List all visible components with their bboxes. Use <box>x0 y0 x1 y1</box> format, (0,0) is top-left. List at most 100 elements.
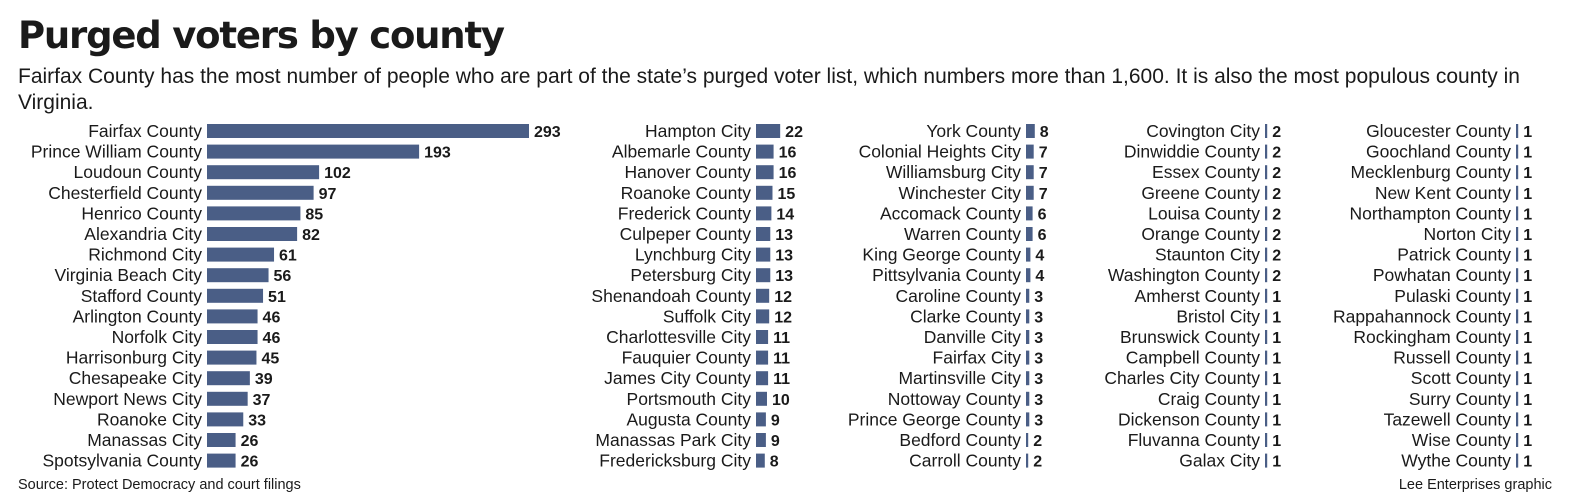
bar <box>756 247 771 262</box>
category-label: Roanoke County <box>621 183 752 203</box>
bar <box>207 165 320 180</box>
bar <box>1265 433 1268 447</box>
value-label: 102 <box>324 165 351 182</box>
bar <box>1265 309 1268 324</box>
category-label: Spotsylvania County <box>42 451 202 471</box>
value-label: 1 <box>1523 165 1532 182</box>
category-label: Warren County <box>904 224 1021 244</box>
bar <box>1026 350 1030 365</box>
value-label: 7 <box>1039 145 1048 162</box>
value-label: 9 <box>771 433 780 450</box>
bar <box>207 350 257 365</box>
category-label: Louisa County <box>1148 203 1260 223</box>
bar <box>1026 288 1030 303</box>
value-label: 11 <box>773 371 790 388</box>
category-label: Martinsville City <box>898 368 1021 388</box>
value-label: 45 <box>261 351 279 368</box>
value-label: 2 <box>1272 206 1281 223</box>
category-label: Nottoway County <box>888 389 1022 409</box>
category-label: Norton City <box>1423 224 1511 244</box>
bar <box>207 144 420 159</box>
value-label: 3 <box>1034 412 1043 429</box>
category-label: Bristol City <box>1176 306 1260 326</box>
category-label: Campbell County <box>1126 348 1260 368</box>
value-label: 82 <box>302 227 320 244</box>
bar <box>1516 453 1519 468</box>
value-label: 2 <box>1033 454 1042 471</box>
category-label: Pulaski County <box>1394 286 1511 306</box>
value-label: 1 <box>1523 124 1532 141</box>
bar <box>756 330 769 344</box>
category-label: York County <box>926 121 1021 141</box>
bar <box>207 433 236 447</box>
bar <box>756 412 766 427</box>
value-label: 13 <box>775 227 793 244</box>
value-label: 1 <box>1523 454 1532 471</box>
bar <box>756 433 766 447</box>
value-label: 1 <box>1523 206 1532 223</box>
category-label: Accomack County <box>880 203 1021 223</box>
value-label: 1 <box>1523 227 1532 244</box>
category-label: Loudoun County <box>74 162 203 182</box>
bar <box>756 185 773 200</box>
category-label: Fredericksburg City <box>599 451 751 471</box>
bar <box>756 227 771 241</box>
category-label: Carroll County <box>909 451 1021 471</box>
bar <box>1026 453 1029 468</box>
value-label: 2 <box>1272 165 1281 182</box>
bar <box>1026 309 1030 324</box>
category-label: Norfolk City <box>112 327 203 347</box>
category-label: Albemarle County <box>612 142 751 162</box>
value-label: 1 <box>1272 289 1281 306</box>
category-label: Caroline County <box>896 286 1022 306</box>
bar <box>1265 185 1268 200</box>
bar <box>1026 433 1029 447</box>
value-label: 97 <box>319 186 337 203</box>
bar <box>756 288 770 303</box>
value-label: 46 <box>263 309 281 326</box>
category-label: Prince William County <box>31 142 202 162</box>
value-label: 1 <box>1272 371 1281 388</box>
category-label: Greene County <box>1141 183 1260 203</box>
value-label: 61 <box>279 248 297 265</box>
bar <box>1516 227 1519 241</box>
category-label: Suffolk City <box>663 306 751 326</box>
bar <box>1265 371 1268 386</box>
value-label: 1 <box>1523 289 1532 306</box>
bar <box>1026 165 1034 180</box>
category-label: Prince George County <box>848 409 1021 429</box>
category-label: Rockingham County <box>1353 327 1511 347</box>
bar <box>1516 247 1519 262</box>
bar <box>1516 330 1519 344</box>
category-label: Craig County <box>1158 389 1260 409</box>
category-label: Charlottesville City <box>606 327 751 347</box>
value-label: 1 <box>1523 392 1532 409</box>
value-label: 1 <box>1272 330 1281 347</box>
bar <box>1026 124 1035 138</box>
category-label: Frederick County <box>618 203 751 223</box>
bar <box>1516 412 1519 427</box>
value-label: 4 <box>1035 248 1044 265</box>
bar <box>207 371 250 386</box>
graphic-credit: Lee Enterprises graphic <box>1398 477 1552 493</box>
category-label: Manassas City <box>87 430 202 450</box>
bar <box>1026 391 1030 406</box>
category-label: Essex County <box>1152 162 1260 182</box>
bar <box>756 453 765 468</box>
category-label: Northampton County <box>1350 203 1512 223</box>
category-label: Patrick County <box>1397 245 1511 265</box>
bar <box>1516 433 1519 447</box>
value-label: 6 <box>1038 227 1047 244</box>
bar <box>1516 350 1519 365</box>
bar <box>1265 206 1268 221</box>
value-label: 13 <box>775 268 793 285</box>
category-label: Hampton City <box>645 121 751 141</box>
value-label: 293 <box>534 124 561 141</box>
category-label: New Kent County <box>1375 183 1511 203</box>
category-label: Winchester City <box>898 183 1021 203</box>
bar <box>1265 124 1268 138</box>
category-label: King George County <box>862 245 1021 265</box>
bar <box>1026 185 1034 200</box>
value-label: 1 <box>1272 454 1281 471</box>
